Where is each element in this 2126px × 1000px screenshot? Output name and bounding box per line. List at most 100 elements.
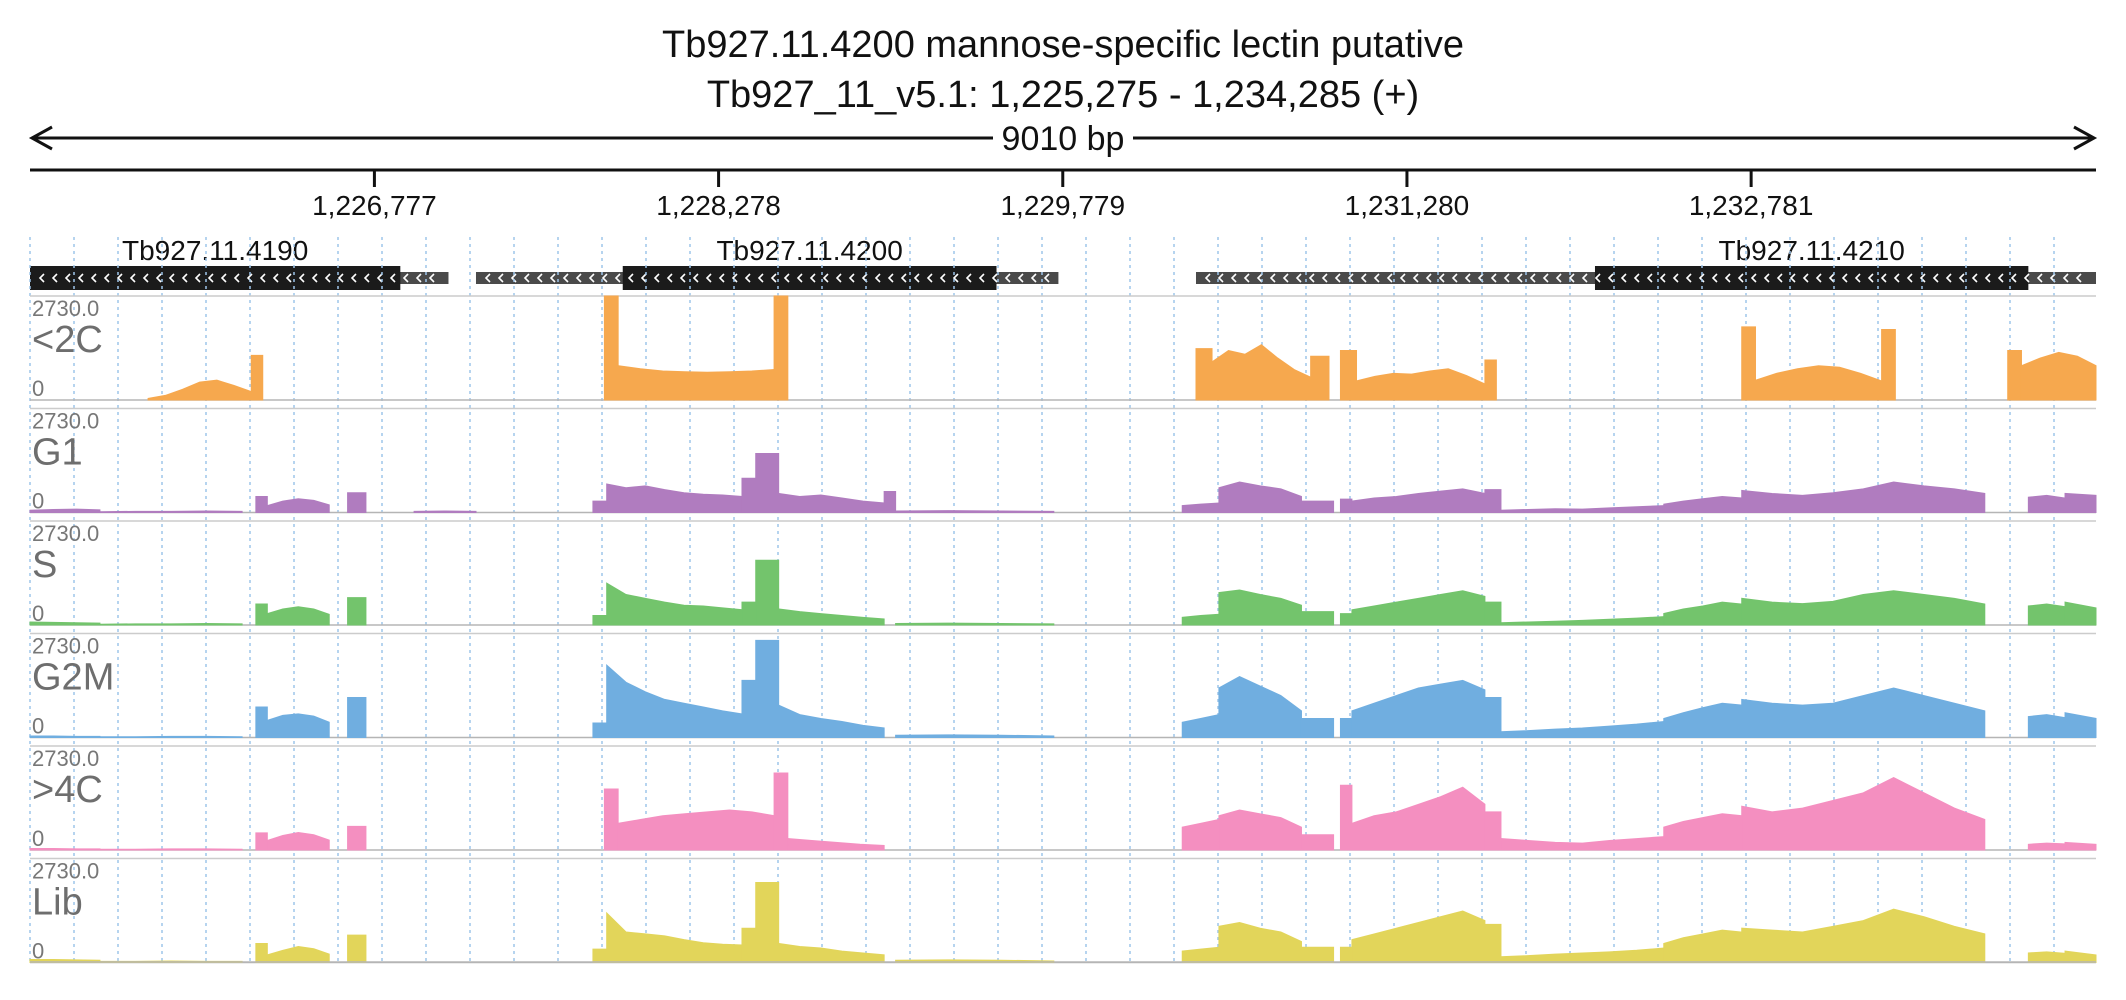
coverage-segment — [1218, 675, 1302, 738]
coverage-segment — [2027, 603, 2066, 626]
coverage-segment — [606, 664, 743, 738]
coverage-tracks: 2730.00<2C2730.00G12730.00S2730.00G2M273… — [29, 237, 2097, 964]
strand-chevron — [1997, 273, 2004, 283]
coverage-segment — [2027, 714, 2066, 738]
strand-chevron — [952, 273, 959, 283]
coverage-segment — [1300, 834, 1335, 851]
coverage-segment — [2064, 950, 2097, 963]
strand-chevron — [562, 273, 569, 283]
coverage-segment — [99, 622, 243, 626]
track-ymax-label: 2730.0 — [32, 746, 99, 771]
track-name-label: S — [32, 544, 57, 586]
strand-chevron — [1516, 273, 1523, 283]
strand-chevron — [1724, 273, 1731, 283]
strand-chevron — [913, 273, 920, 283]
coverage-segment — [2064, 712, 2097, 738]
track-ymin-label: 0 — [32, 714, 44, 739]
coverage-segment — [1663, 495, 1743, 513]
strand-chevron — [1776, 273, 1783, 283]
strand-chevron — [601, 273, 608, 283]
strand-chevron — [428, 273, 435, 283]
coverage-segment — [1181, 502, 1220, 513]
axis-tick-label: 1,226,777 — [312, 190, 437, 221]
strand-chevron — [1581, 273, 1588, 283]
gene-cds-bar — [622, 266, 997, 290]
strand-chevron — [1230, 273, 1237, 283]
coverage-segment — [617, 365, 775, 401]
coverage-segment — [347, 934, 367, 963]
strand-chevron — [1399, 273, 1406, 283]
strand-chevron — [1542, 273, 1549, 283]
strand-chevron — [575, 273, 582, 283]
strand-chevron — [1529, 273, 1536, 283]
coverage-segment — [778, 608, 885, 626]
strand-chevron — [2062, 273, 2069, 283]
coverage-segment — [1351, 910, 1486, 963]
strand-chevron — [324, 273, 331, 283]
strand-chevron — [1854, 273, 1861, 283]
coverage-segment — [1484, 359, 1497, 401]
track-ymin-label: 0 — [32, 826, 44, 851]
coverage-segment — [255, 496, 268, 513]
coverage-segment — [1351, 590, 1486, 626]
coverage-segment — [255, 942, 268, 963]
strand-chevron — [1828, 273, 1835, 283]
coverage-segment — [773, 295, 789, 401]
strand-chevron — [1945, 273, 1952, 283]
coverage-segment — [1351, 679, 1486, 738]
strand-chevron — [965, 273, 972, 283]
strand-chevron — [653, 273, 660, 283]
coverage-segment — [755, 882, 780, 963]
gene-label: Tb927.11.4190 — [122, 235, 308, 266]
strand-chevron — [1737, 273, 1744, 283]
strand-chevron — [1464, 273, 1471, 283]
strand-chevron — [1412, 273, 1419, 283]
coverage-segment — [617, 809, 775, 851]
strand-chevron — [38, 273, 45, 283]
coverage-segment — [1741, 326, 1756, 401]
strand-chevron — [77, 273, 84, 283]
strand-chevron — [1958, 273, 1965, 283]
strand-chevron — [835, 273, 842, 283]
region-ruler: 9010 bp 1,226,777 1,228,278 1,229,779 1,231,… — [28, 118, 2098, 221]
strand-chevron — [1438, 273, 1445, 283]
strand-chevron — [900, 273, 907, 283]
coverage-segment — [778, 704, 885, 738]
coverage-segment — [1300, 500, 1335, 513]
coverage-segment — [1484, 489, 1502, 513]
strand-chevron — [103, 273, 110, 283]
strand-chevron — [848, 273, 855, 283]
strand-chevron — [1204, 273, 1211, 283]
strand-chevron — [1893, 273, 1900, 283]
coverage-segment — [1484, 923, 1502, 963]
strand-chevron — [1360, 273, 1367, 283]
coverage-segment — [592, 614, 608, 626]
coverage-segment — [347, 825, 367, 851]
strand-chevron — [1243, 273, 1250, 283]
gene-label: Tb927.11.4210 — [1719, 235, 1905, 266]
coverage-segment — [1663, 702, 1743, 738]
strand-chevron — [523, 273, 530, 283]
strand-chevron — [1308, 273, 1315, 283]
coverage-segment — [1181, 613, 1220, 626]
coverage-segment — [1500, 947, 1665, 963]
strand-chevron — [1633, 273, 1640, 283]
strand-chevron — [363, 273, 370, 283]
strand-chevron — [497, 273, 504, 283]
coverage-segment — [741, 477, 757, 513]
coverage-segment — [1310, 355, 1330, 401]
strand-chevron — [168, 273, 175, 283]
strand-chevron — [51, 273, 58, 283]
coverage-segment — [1339, 717, 1353, 738]
strand-chevron — [181, 273, 188, 283]
strand-chevron — [796, 273, 803, 283]
track-ymin-label: 0 — [32, 376, 44, 401]
strand-chevron — [415, 273, 422, 283]
track-ymax-label: 2730.0 — [32, 521, 99, 546]
coverage-segment — [592, 500, 608, 513]
coverage-segment — [1741, 908, 1986, 963]
strand-chevron — [1984, 273, 1991, 283]
track-ymax-label: 2730.0 — [32, 296, 99, 321]
strand-chevron — [718, 273, 725, 283]
strand-chevron — [116, 273, 123, 283]
